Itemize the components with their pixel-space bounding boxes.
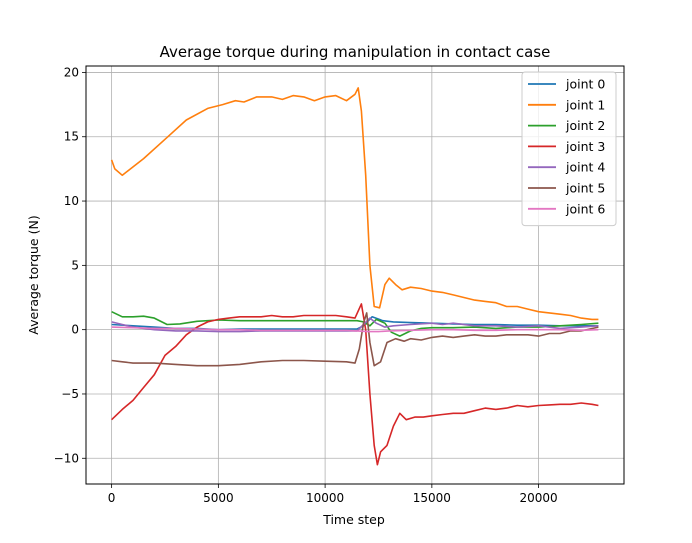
y-axis-title: Average torque (N) <box>26 215 41 334</box>
legend-label: joint 5 <box>565 181 605 196</box>
plot-lines <box>110 87 599 466</box>
legend-label: joint 6 <box>565 201 605 216</box>
y-axis-ticks: −10 −5 0 5 10 15 20 <box>54 65 86 465</box>
x-tick-label: 20000 <box>520 491 558 505</box>
plot-frame <box>85 65 625 485</box>
series-line-joint-6 <box>111 326 599 333</box>
legend: joint 0 joint 1 joint 2 joint 3 joint 4 joint… <box>521 71 617 227</box>
x-tick-label: 10000 <box>306 491 344 505</box>
x-tick-label: 0 <box>108 491 116 505</box>
series-line-joint-3 <box>111 303 599 466</box>
series-line-joint-1 <box>110 87 599 321</box>
y-tick-label: −5 <box>61 387 79 401</box>
legend-label: joint 3 <box>565 139 605 154</box>
y-tick-label: −10 <box>54 451 79 465</box>
legend-label: joint 2 <box>565 118 605 133</box>
x-tick-label: 5000 <box>203 491 234 505</box>
y-tick-label: 20 <box>64 65 79 79</box>
x-tick-label: 15000 <box>413 491 451 505</box>
y-tick-label: 10 <box>64 194 79 208</box>
series-line-joint-4 <box>111 317 599 333</box>
chart-title: Average torque during manipulation in co… <box>160 43 551 61</box>
x-axis-title: Time step <box>322 512 385 527</box>
legend-label: joint 4 <box>565 160 605 175</box>
y-tick-label: 5 <box>71 258 79 272</box>
y-tick-label: 0 <box>71 323 79 337</box>
legend-label: joint 1 <box>565 97 605 112</box>
series-line-joint-5 <box>111 312 599 367</box>
y-tick-label: 15 <box>64 130 79 144</box>
x-axis-ticks: 0 5000 10000 15000 20000 <box>108 484 558 505</box>
legend-label: joint 0 <box>565 77 605 92</box>
